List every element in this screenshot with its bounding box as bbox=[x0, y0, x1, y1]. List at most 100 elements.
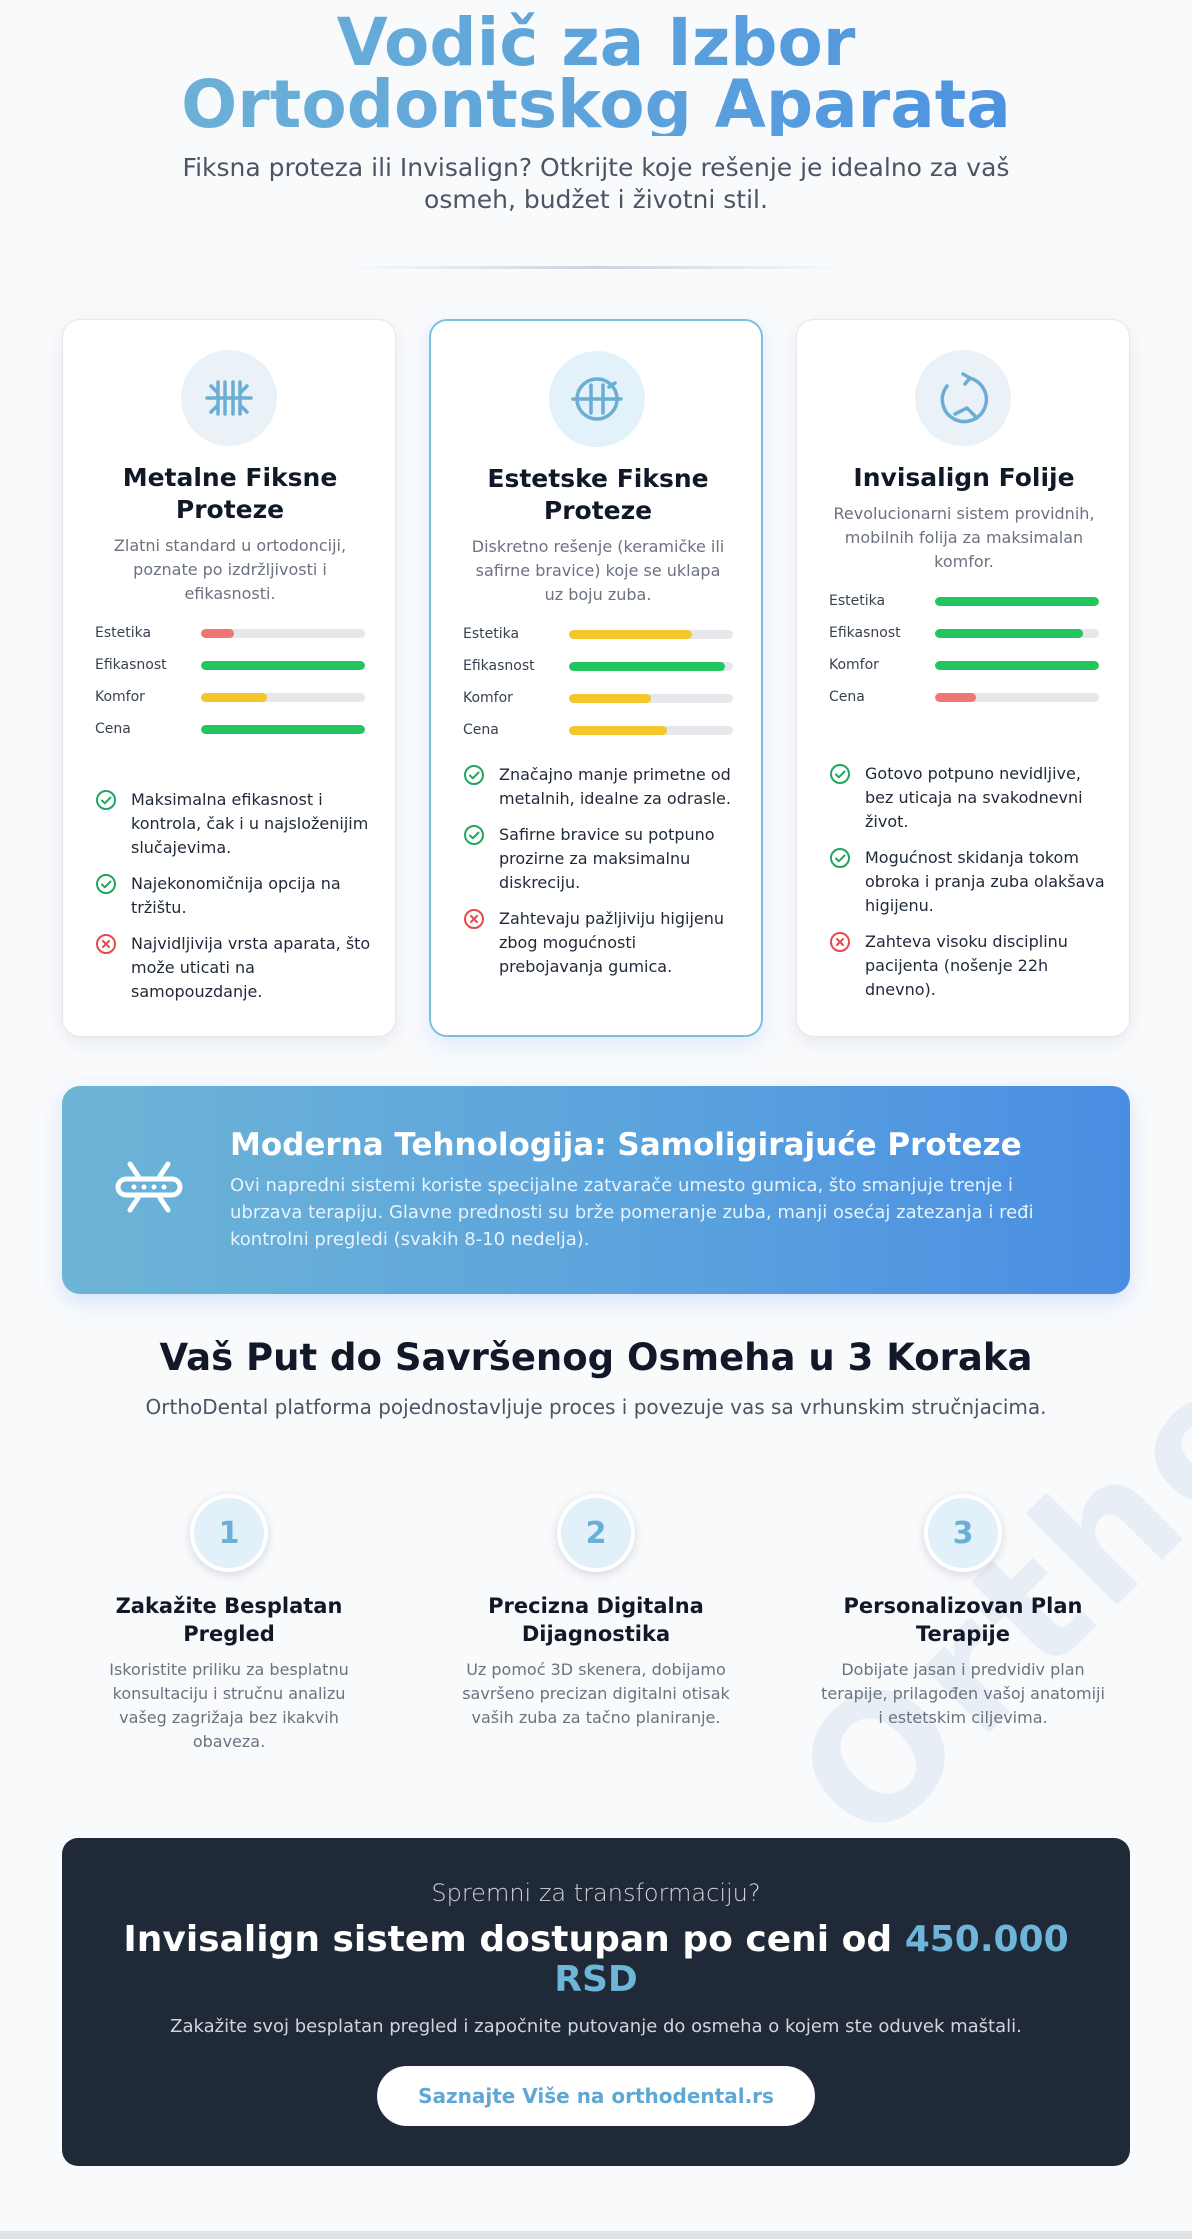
page-bottom-edge bbox=[0, 2231, 1192, 2239]
list-item: Zahtevaju pažljiviju higijenu zbog moguć… bbox=[463, 907, 743, 979]
cta-panel: Spremni za transformaciju? Invisalign si… bbox=[62, 1838, 1130, 2166]
list-item: Mogućnost skidanja tokom obroka i pranja… bbox=[829, 846, 1109, 918]
rating-row-efikasnost: Efikasnost bbox=[95, 649, 365, 681]
tech-title: Moderna Tehnologija: Samoligirajuće Prot… bbox=[230, 1127, 1022, 1163]
rating-fill bbox=[201, 628, 234, 638]
ceramic-braces-icon bbox=[549, 351, 645, 447]
cta-title-text: Invisalign sistem dostupan po ceni od bbox=[123, 1919, 905, 1960]
rating-label: Cena bbox=[463, 722, 499, 738]
rating-fill bbox=[201, 692, 267, 702]
tech-banner: Moderna Tehnologija: Samoligirajuće Prot… bbox=[62, 1086, 1130, 1294]
list-item: Najekonomičnija opcija na tržištu. bbox=[95, 872, 375, 920]
rating-row-efikasnost: Efikasnost bbox=[463, 650, 733, 682]
rating-label: Komfor bbox=[829, 657, 879, 673]
x-circle-icon bbox=[463, 908, 485, 930]
rating-label: Estetika bbox=[463, 626, 520, 642]
steps-subtitle: OrthoDental platforma pojednostavljuje p… bbox=[145, 1395, 1047, 1419]
rating-row-cena: Cena bbox=[829, 681, 1099, 713]
step-title: Zakažite Besplatan Pregled bbox=[115, 1594, 343, 1646]
list-item: Maksimalna efikasnost i kontrola, čak i … bbox=[95, 788, 375, 860]
rating-fill bbox=[201, 724, 365, 734]
page-subtitle: Fiksna proteza ili Invisalign? Otkrijte … bbox=[182, 153, 1010, 214]
step-title: Precizna Digitalna Dijagnostika bbox=[488, 1594, 704, 1646]
list-item: Zahteva visoku disciplinu pacijenta (noš… bbox=[829, 930, 1109, 1002]
card-metal-braces: Metalne Fiksne Proteze Zlatni standard u… bbox=[62, 319, 396, 1037]
rating-bars: Estetika Efikasnost Komfor Cena bbox=[829, 585, 1099, 713]
rating-track bbox=[201, 628, 365, 638]
card-ceramic-braces: Estetske Fiksne Proteze Diskretno rešenj… bbox=[429, 319, 763, 1037]
rating-label: Komfor bbox=[463, 690, 513, 706]
x-circle-icon bbox=[829, 931, 851, 953]
step-title: Personalizovan Plan Terapije bbox=[843, 1594, 1083, 1646]
rating-track bbox=[201, 724, 365, 734]
rating-row-komfor: Komfor bbox=[463, 682, 733, 714]
rating-label: Estetika bbox=[829, 593, 886, 609]
rating-row-cena: Cena bbox=[95, 713, 365, 745]
rating-track bbox=[569, 629, 733, 639]
rating-fill bbox=[569, 693, 651, 703]
rating-row-estetika: Estetika bbox=[463, 618, 733, 650]
hero-divider bbox=[346, 266, 846, 269]
step-text: Dobijate jasan i predvidiv plan terapije… bbox=[821, 1660, 1105, 1727]
step-number: 2 bbox=[557, 1494, 635, 1572]
card-invisalign: Invisalign Folije Revolucionarni sistem … bbox=[796, 319, 1130, 1037]
card-description: Diskretno rešenje (keramičke ili safirne… bbox=[471, 537, 725, 604]
rating-row-estetika: Estetika bbox=[95, 617, 365, 649]
rating-row-efikasnost: Efikasnost bbox=[829, 617, 1099, 649]
rating-fill bbox=[201, 660, 365, 670]
rating-label: Komfor bbox=[95, 689, 145, 705]
pros-cons-list: Gotovo potpuno nevidljive, bez uticaja n… bbox=[829, 762, 1109, 1014]
step-text: Uz pomoć 3D skenera, dobijamo savršeno p… bbox=[462, 1660, 730, 1727]
rating-fill bbox=[935, 596, 1099, 606]
step-1: 1 Zakažite Besplatan Pregled Iskoristite… bbox=[69, 1494, 389, 1754]
rating-fill bbox=[935, 628, 1083, 638]
check-circle-icon bbox=[829, 763, 851, 785]
rating-label: Efikasnost bbox=[829, 625, 901, 641]
card-title: Estetske Fiksne Proteze bbox=[487, 464, 709, 525]
steps-title: Vaš Put do Savršenog Osmeha u 3 Koraka bbox=[159, 1336, 1033, 1379]
rating-fill bbox=[569, 629, 692, 639]
rating-label: Estetika bbox=[95, 625, 152, 641]
cta-text: Zakažite svoj besplatan pregled i započn… bbox=[170, 2016, 1022, 2037]
tech-text: Ovi napredni sistemi koriste specijalne … bbox=[230, 1175, 1034, 1250]
rating-track bbox=[569, 661, 733, 671]
rating-fill bbox=[569, 725, 668, 735]
card-title: Metalne Fiksne Proteze bbox=[122, 463, 338, 524]
step-3: 3 Personalizovan Plan Terapije Dobijate … bbox=[803, 1494, 1123, 1730]
point-text: Zahteva visoku disciplinu pacijenta (noš… bbox=[865, 932, 1068, 999]
rating-bars: Estetika Efikasnost Komfor Cena bbox=[95, 617, 365, 745]
learn-more-button[interactable]: Saznajte Više na orthodental.rs bbox=[377, 2066, 815, 2126]
list-item: Značajno manje primetne od metalnih, ide… bbox=[463, 763, 743, 811]
card-title: Invisalign Folije bbox=[853, 463, 1075, 492]
self-ligating-bracket-icon bbox=[114, 1156, 184, 1218]
check-circle-icon bbox=[463, 764, 485, 786]
rating-bars: Estetika Efikasnost Komfor Cena bbox=[463, 618, 733, 746]
cta-kicker: Spremni za transformaciju? bbox=[431, 1879, 761, 1907]
card-description: Revolucionarni sistem providnih, mobilni… bbox=[833, 504, 1095, 571]
point-text: Zahtevaju pažljiviju higijenu zbog moguć… bbox=[499, 909, 725, 976]
point-text: Safirne bravice su potpuno prozirne za m… bbox=[499, 825, 715, 892]
rating-track bbox=[201, 660, 365, 670]
list-item: Gotovo potpuno nevidljive, bez uticaja n… bbox=[829, 762, 1109, 834]
check-circle-icon bbox=[95, 873, 117, 895]
rating-track bbox=[935, 692, 1099, 702]
rating-track bbox=[569, 725, 733, 735]
point-text: Mogućnost skidanja tokom obroka i pranja… bbox=[865, 848, 1105, 915]
check-circle-icon bbox=[95, 789, 117, 811]
step-2: 2 Precizna Digitalna Dijagnostika Uz pom… bbox=[436, 1494, 756, 1730]
pros-cons-list: Maksimalna efikasnost i kontrola, čak i … bbox=[95, 788, 375, 1016]
rating-track bbox=[569, 693, 733, 703]
rating-row-komfor: Komfor bbox=[95, 681, 365, 713]
rating-row-cena: Cena bbox=[463, 714, 733, 746]
page-title: Vodič za Izbor Ortodontskog Aparata bbox=[96, 10, 1096, 138]
rating-track bbox=[935, 628, 1099, 638]
step-number: 1 bbox=[190, 1494, 268, 1572]
point-text: Najvidljivija vrsta aparata, što može ut… bbox=[131, 934, 371, 1001]
card-description: Zlatni standard u ortodonciji, poznate p… bbox=[113, 536, 347, 603]
rating-label: Cena bbox=[829, 689, 865, 705]
cta-price: 450.000 RSD bbox=[554, 1919, 1069, 2000]
rating-fill bbox=[569, 661, 725, 671]
point-text: Gotovo potpuno nevidljive, bez uticaja n… bbox=[865, 764, 1083, 831]
point-text: Značajno manje primetne od metalnih, ide… bbox=[499, 765, 731, 808]
step-number: 3 bbox=[924, 1494, 1002, 1572]
